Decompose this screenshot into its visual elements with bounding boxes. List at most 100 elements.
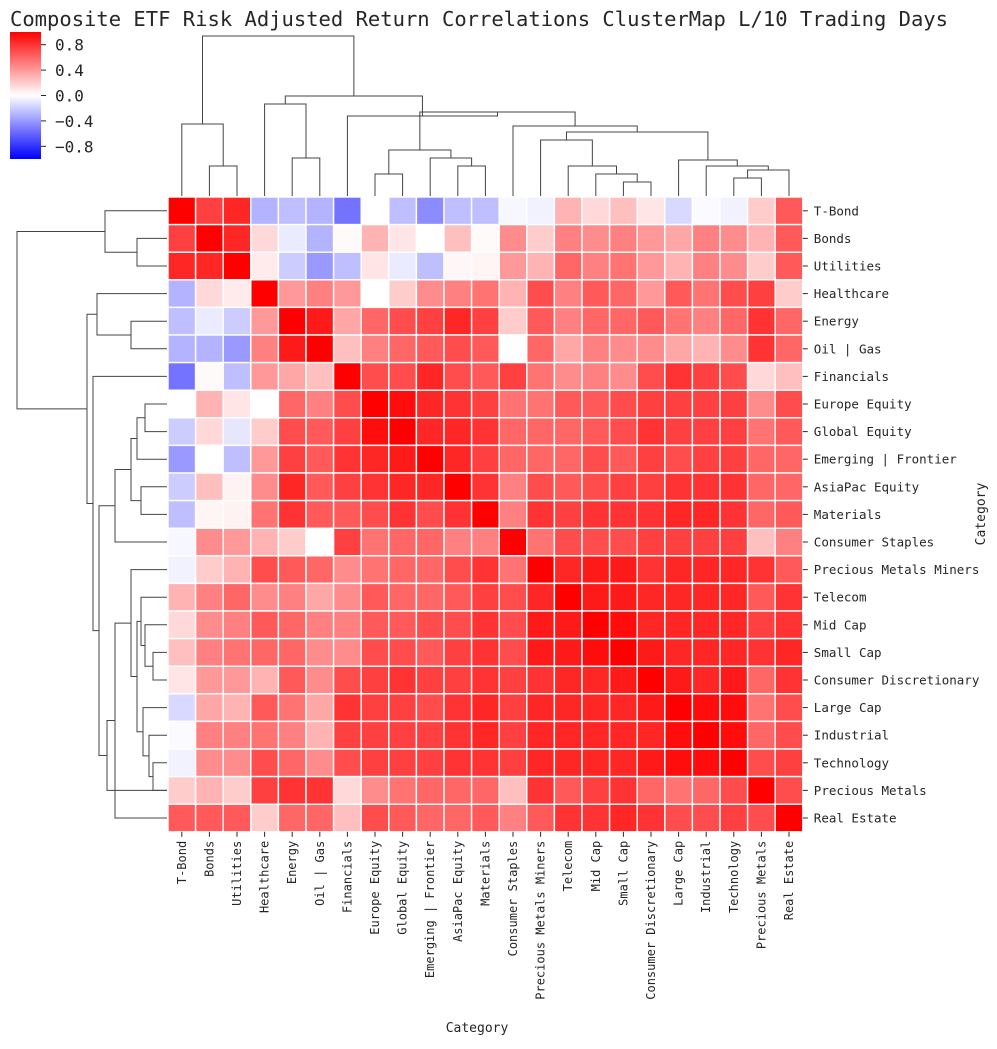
cell-telecom-x-small-cap [608, 582, 638, 612]
cell-healthcare-x-energy [277, 279, 307, 309]
cell-telecom-x-real-estate [774, 582, 804, 612]
cell-t-bond-x-large-cap [664, 196, 694, 226]
cell-large-cap-x-emerging-frontier [415, 693, 445, 723]
cell-mid-cap-x-mid-cap [581, 610, 611, 640]
cell-t-bond-x-precious-metals [746, 196, 776, 226]
cell-mid-cap-x-real-estate [774, 610, 804, 640]
cell-asiapac-equity-x-precious-metals-miners [526, 472, 556, 502]
cell-global-equity-x-technology [719, 417, 749, 447]
cell-real-estate-x-europe-equity [360, 803, 390, 833]
x-axis-label: Category [446, 1021, 509, 1036]
x-tick-label-technology: Technology [727, 841, 741, 913]
cell-t-bond-x-materials [470, 196, 500, 226]
cell-mid-cap-x-emerging-frontier [415, 610, 445, 640]
y-tick-label-telecom: Telecom [814, 590, 867, 605]
x-tick-label-consumer-staples: Consumer Staples [506, 841, 520, 957]
cell-consumer-discretionary-x-small-cap [608, 665, 638, 695]
cell-mid-cap-x-europe-equity [360, 610, 390, 640]
cell-precious-metals-miners-x-telecom [553, 555, 583, 585]
cell-bonds-x-large-cap [664, 223, 694, 253]
cell-materials-x-financials [332, 499, 362, 529]
cell-financials-x-materials [470, 361, 500, 391]
cell-asiapac-equity-x-materials [470, 472, 500, 502]
cell-asiapac-equity-x-consumer-discretionary [636, 472, 666, 502]
cell-technology-x-utilities [222, 748, 252, 778]
cell-utilities-x-small-cap [608, 251, 638, 281]
cell-precious-metals-miners-x-precious-metals [746, 555, 776, 585]
cell-healthcare-x-emerging-frontier [415, 279, 445, 309]
cell-materials-x-precious-metals [746, 499, 776, 529]
cell-consumer-discretionary-x-consumer-staples [498, 665, 528, 695]
cell-emerging-frontier-x-mid-cap [581, 444, 611, 474]
cell-small-cap-x-materials [470, 637, 500, 667]
cell-consumer-staples-x-asiapac-equity [443, 527, 473, 557]
cell-energy-x-industrial [691, 306, 721, 336]
cell-bonds-x-bonds [194, 223, 224, 253]
cell-precious-metals-x-asiapac-equity [443, 775, 473, 805]
cell-bonds-x-real-estate [774, 223, 804, 253]
column-dendrogram-link [202, 35, 355, 124]
cell-financials-x-healthcare [250, 361, 280, 391]
column-dendrogram-link [181, 123, 224, 196]
cell-consumer-discretionary-x-mid-cap [581, 665, 611, 695]
y-tick-label-asiapac-equity: AsiaPac Equity [814, 479, 920, 494]
cell-large-cap-x-utilities [222, 693, 252, 723]
cell-utilities-x-precious-metals-miners [526, 251, 556, 281]
cell-small-cap-x-industrial [691, 637, 721, 667]
cell-emerging-frontier-x-asiapac-equity [443, 444, 473, 474]
cell-real-estate-x-small-cap [608, 803, 638, 833]
x-tick-label-precious-metals-miners: Precious Metals Miners [534, 841, 548, 1000]
row-dendrogram-link [136, 620, 143, 733]
cell-real-estate-x-technology [719, 803, 749, 833]
cell-financials-x-financials [332, 361, 362, 391]
cell-industrial-x-industrial [691, 720, 721, 750]
row-dendrogram-link [92, 375, 167, 632]
cell-consumer-staples-x-bonds [194, 527, 224, 557]
cell-energy-x-mid-cap [581, 306, 611, 336]
cell-small-cap-x-europe-equity [360, 637, 390, 667]
cell-mid-cap-x-bonds [194, 610, 224, 640]
cell-europe-equity-x-precious-metals-miners [526, 389, 556, 419]
cell-asiapac-equity-x-bonds [194, 472, 224, 502]
cell-consumer-discretionary-x-technology [719, 665, 749, 695]
cell-technology-x-europe-equity [360, 748, 390, 778]
cell-precious-metals-x-large-cap [664, 775, 694, 805]
column-dendrogram-link [540, 139, 593, 196]
cell-oil-gas-x-utilities [222, 334, 252, 364]
column-dendrogram-link [429, 157, 473, 196]
y-tick-label-mid-cap: Mid Cap [814, 617, 867, 632]
cell-financials-x-emerging-frontier [415, 361, 445, 391]
cell-europe-equity-x-real-estate [774, 389, 804, 419]
cell-large-cap-x-real-estate [774, 693, 804, 723]
cell-consumer-discretionary-x-global-equity [388, 665, 418, 695]
cell-large-cap-x-europe-equity [360, 693, 390, 723]
cell-telecom-x-consumer-staples [498, 582, 528, 612]
cell-industrial-x-oil-gas [305, 720, 335, 750]
cell-consumer-discretionary-x-financials [332, 665, 362, 695]
cell-energy-x-healthcare [250, 306, 280, 336]
row-dendrogram-link [130, 320, 167, 350]
cell-emerging-frontier-x-large-cap [664, 444, 694, 474]
cell-mid-cap-x-precious-metals-miners [526, 610, 556, 640]
cell-europe-equity-x-healthcare [250, 389, 280, 419]
cell-t-bond-x-small-cap [608, 196, 638, 226]
cell-consumer-staples-x-materials [470, 527, 500, 557]
row-dendrogram-link [152, 762, 167, 791]
cell-large-cap-x-bonds [194, 693, 224, 723]
cell-technology-x-oil-gas [305, 748, 335, 778]
cell-large-cap-x-materials [470, 693, 500, 723]
cell-large-cap-x-technology [719, 693, 749, 723]
cell-t-bond-x-emerging-frontier [415, 196, 445, 226]
cell-small-cap-x-global-equity [388, 637, 418, 667]
cell-telecom-x-healthcare [250, 582, 280, 612]
row-dendrogram-link [144, 403, 167, 433]
cell-materials-x-telecom [553, 499, 583, 529]
cell-technology-x-financials [332, 748, 362, 778]
cell-europe-equity-x-consumer-staples [498, 389, 528, 419]
cell-asiapac-equity-x-large-cap [664, 472, 694, 502]
x-tick-label-mid-cap: Mid Cap [589, 841, 603, 892]
cell-global-equity-x-healthcare [250, 417, 280, 447]
cell-oil-gas-x-oil-gas [305, 334, 335, 364]
cell-global-equity-x-oil-gas [305, 417, 335, 447]
cell-technology-x-materials [470, 748, 500, 778]
